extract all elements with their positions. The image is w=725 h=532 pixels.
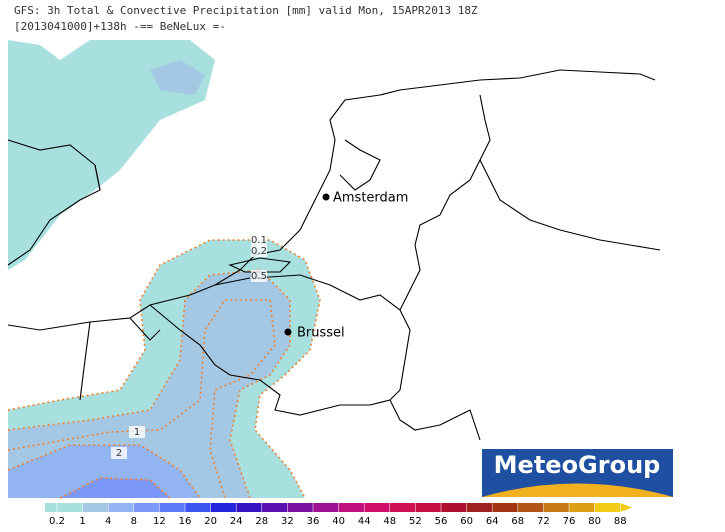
- contour-label-bg: [111, 447, 127, 459]
- coastline: [79, 317, 161, 401]
- color-bin: [287, 503, 314, 512]
- colorbar-label: 4: [105, 516, 111, 527]
- colorbar-label: 72: [537, 516, 550, 527]
- logo: MeteoGroup: [494, 451, 661, 479]
- color-arrow: [620, 503, 633, 512]
- color-bin: [517, 503, 544, 512]
- color-bin: [45, 503, 57, 512]
- colorbar-label: 48: [383, 516, 396, 527]
- contour-label: 0.1: [251, 235, 267, 246]
- colorbar-label: 36: [307, 516, 320, 527]
- contour-lines: [7, 239, 321, 499]
- color-bin: [466, 503, 493, 512]
- city-label: Amsterdam: [333, 191, 408, 206]
- coastlines: [7, 69, 656, 401]
- coastline: [7, 277, 251, 331]
- contour-label-bg: [251, 245, 267, 257]
- header-title: GFS: 3h Total & Convective Precipitation…: [14, 4, 478, 17]
- coastline: [339, 139, 381, 191]
- contour-label-bg: [129, 426, 145, 438]
- colorbar-label: 0.2: [49, 516, 65, 527]
- colorbar-label: 40: [332, 516, 345, 527]
- contour-label: 0.5: [251, 271, 267, 282]
- colorbar-label: 28: [255, 516, 268, 527]
- colorbar-label: 1: [79, 516, 85, 527]
- city-dot: [322, 193, 330, 201]
- color-bin: [389, 503, 416, 512]
- color-bin: [492, 503, 519, 512]
- color-bin: [57, 503, 84, 512]
- colorbar: 0.2 1 4 8 12 16 20 24 28 32 36 40 44 48 52 56 60 64 68 72 76…: [45, 503, 633, 527]
- contour-label: 2: [116, 448, 122, 459]
- logo-arc: [482, 483, 673, 497]
- color-bin: [338, 503, 365, 512]
- city-dot: [284, 328, 292, 336]
- borders: [149, 94, 661, 441]
- color-bin: [364, 503, 391, 512]
- colorbar-label: 24: [230, 516, 243, 527]
- precip-area: [8, 40, 215, 270]
- colorbar-label: 20: [204, 516, 217, 527]
- color-bin: [185, 503, 212, 512]
- contour-label: 1: [134, 427, 140, 438]
- contour-line: [7, 444, 201, 499]
- color-bin: [569, 503, 596, 512]
- header-subtitle: [2013041000]+138h -== BeNeLux =-: [14, 20, 226, 33]
- precip-area: [60, 478, 170, 498]
- color-bin: [108, 503, 135, 512]
- contour-labels: 0.10.2 0.5 1 2: [111, 234, 267, 459]
- city-label: Brussel: [297, 326, 345, 341]
- border: [399, 94, 491, 311]
- color-bin: [313, 503, 340, 512]
- header-box: [0, 0, 580, 37]
- precip-area: [150, 60, 205, 95]
- color-bin: [133, 503, 160, 512]
- color-bin: [543, 503, 570, 512]
- colorbar-label: 56: [435, 516, 448, 527]
- colorbar-label: 60: [460, 516, 473, 527]
- color-bin: [415, 503, 442, 512]
- coastline: [94, 164, 101, 191]
- contour-label: 0.2: [251, 246, 267, 257]
- precip-areas: [8, 40, 320, 498]
- colorbar-label: 12: [153, 516, 166, 527]
- colorbar-label: 88: [614, 516, 627, 527]
- colorbar-label: 32: [281, 516, 294, 527]
- contour-label-bg: [251, 270, 267, 282]
- colorbar-label: 52: [409, 516, 422, 527]
- contour-line: [7, 299, 276, 499]
- color-bin: [236, 503, 263, 512]
- color-bin: [441, 503, 468, 512]
- colorbar-label: 76: [563, 516, 576, 527]
- colorbar-label: 8: [131, 516, 137, 527]
- contour-label-bg: [251, 234, 267, 246]
- colorbar-label: 44: [358, 516, 371, 527]
- coastline: [228, 257, 292, 273]
- border: [254, 274, 411, 401]
- colorbar-label: 80: [588, 516, 601, 527]
- colorbar-label: 64: [486, 516, 499, 527]
- contour-line: [7, 239, 321, 499]
- coastline: [214, 69, 656, 286]
- color-bin: [210, 503, 237, 512]
- color-bin: [261, 503, 288, 512]
- border: [439, 159, 661, 441]
- color-bin: [594, 503, 621, 512]
- colorbar-label: 16: [179, 516, 192, 527]
- precip-area: [8, 270, 290, 498]
- border: [149, 304, 441, 431]
- color-bin: [82, 503, 109, 512]
- color-bin: [159, 503, 186, 512]
- colorbar-label: 68: [511, 516, 524, 527]
